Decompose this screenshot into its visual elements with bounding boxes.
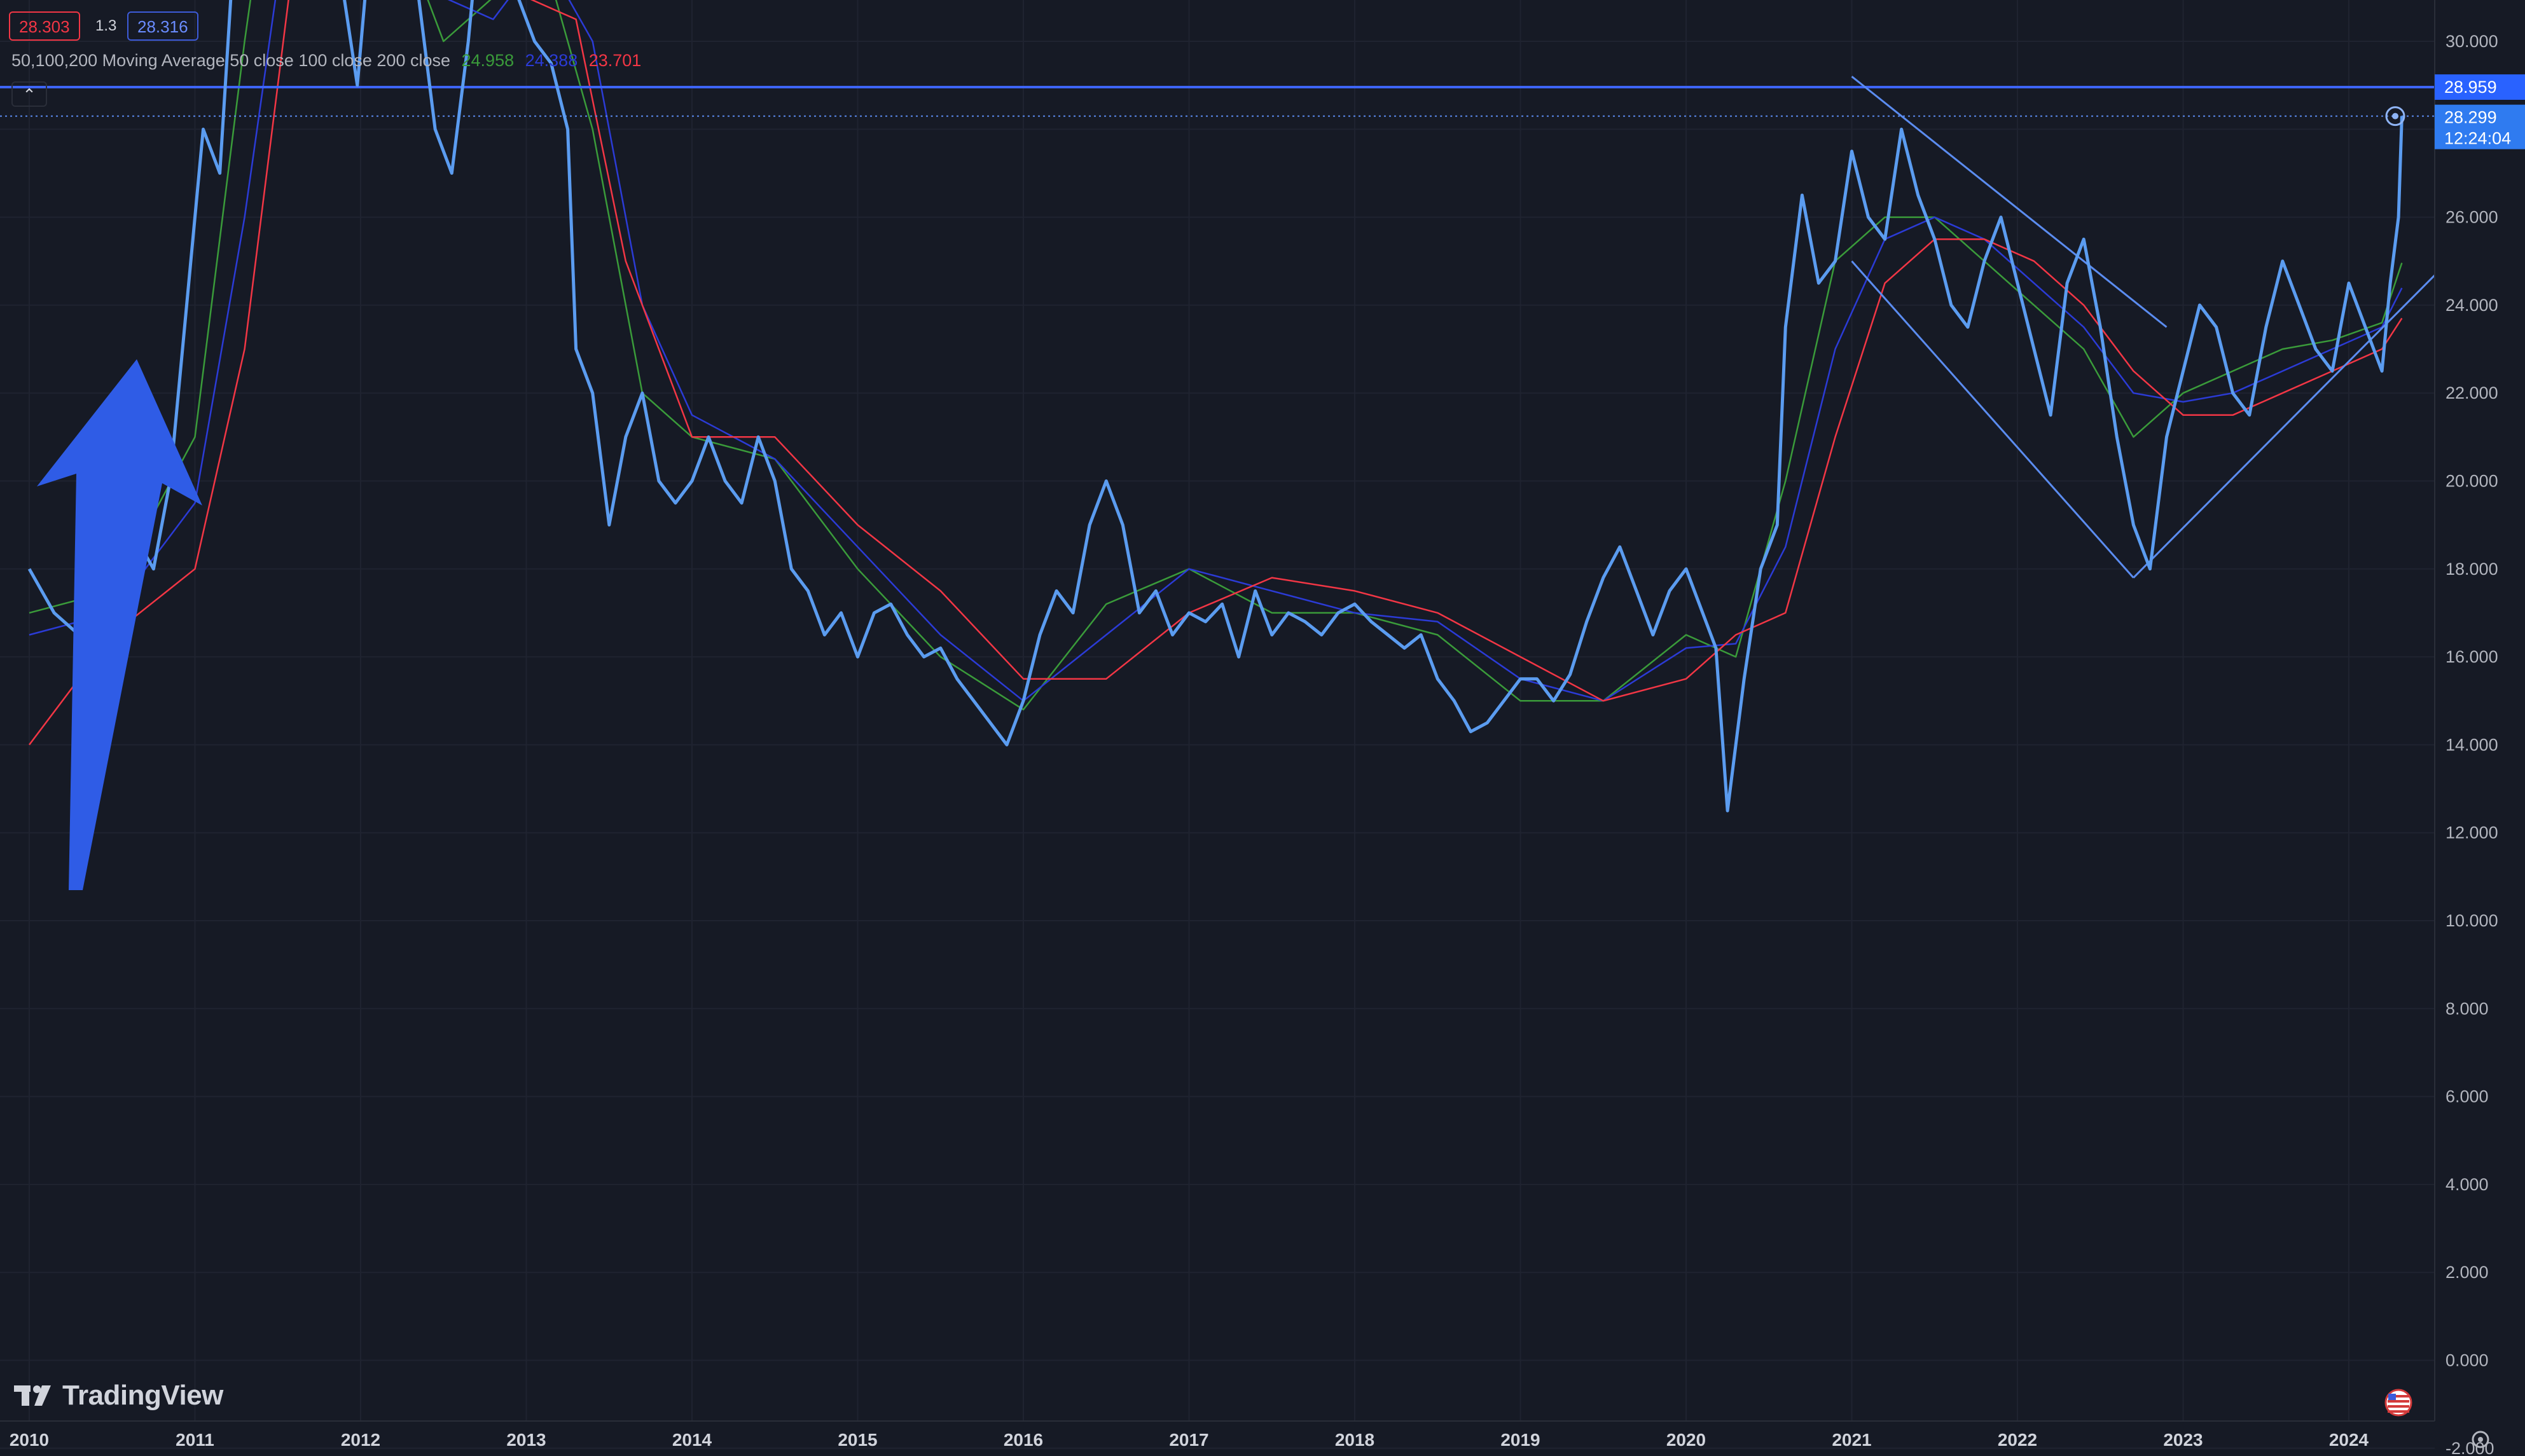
flag-stripe [2388, 1410, 2409, 1413]
x-tick-label: 2019 [1500, 1430, 1540, 1450]
flag-canton [2388, 1394, 2396, 1400]
y-tick-label: 26.000 [2445, 208, 2498, 227]
y-tick-label: -2.000 [2445, 1439, 2494, 1456]
y-tick-label: 0.000 [2445, 1351, 2489, 1370]
y-tick-label: 22.000 [2445, 383, 2498, 402]
price-series [27, 0, 2404, 813]
y-tick-label: 4.000 [2445, 1175, 2489, 1194]
x-tick-label: 2011 [176, 1430, 214, 1450]
x-tick-label: 2015 [838, 1430, 877, 1450]
x-tick-label: 2012 [341, 1430, 380, 1450]
x-tick-label: 2016 [1004, 1430, 1043, 1450]
price-axis[interactable]: 60.00058.00056.00054.00052.00050.00048.0… [2434, 0, 2525, 1456]
flag-stripe [2388, 1395, 2409, 1398]
channel-lower-trendline[interactable] [1851, 260, 2134, 579]
x-tick-label: 2017 [1169, 1430, 1208, 1450]
x-tick-label: 2014 [672, 1430, 712, 1450]
y-tick-label: 24.000 [2445, 296, 2498, 315]
price-axis-panel[interactable] [2435, 0, 2525, 1456]
flag-stripe [2388, 1405, 2409, 1408]
y-tick-label: 30.000 [2445, 32, 2498, 51]
price-line [27, 0, 2404, 813]
spread-value: 1.3 [95, 17, 117, 34]
y-tick-label: 20.000 [2445, 472, 2498, 491]
x-tick-label: 2013 [506, 1430, 546, 1450]
price-tags: 28.959 28.299 12:24:04 [2385, 74, 2525, 149]
moving-average-lines [29, 0, 2403, 746]
ma50-value: 24.958 [461, 51, 515, 70]
ask-price-box[interactable]: 28.316 [127, 11, 198, 41]
ma100-line [29, 0, 2403, 702]
x-tick-label: 2018 [1335, 1430, 1374, 1450]
last-price-marker [2385, 106, 2405, 127]
flag-stripe [2388, 1400, 2409, 1403]
y-tick-label: 12.000 [2445, 823, 2498, 842]
up-arrow-icon[interactable] [37, 359, 202, 890]
x-tick-label: 2010 [10, 1430, 49, 1450]
y-tick-label: 18.000 [2445, 560, 2498, 579]
chevron-up-icon: ⌃ [22, 85, 36, 104]
y-tick-label: 8.000 [2445, 999, 2489, 1018]
last-price-tag-text: 28.299 [2444, 108, 2497, 127]
gear-icon[interactable] [2472, 1431, 2489, 1448]
resistance-tag-text: 28.959 [2444, 78, 2497, 97]
ma100-value: 24.388 [525, 51, 578, 70]
bid-price-box[interactable]: 28.303 [9, 11, 80, 41]
y-tick-label: 14.000 [2445, 735, 2498, 754]
tradingview-logo[interactable]: TradingView [14, 1380, 223, 1411]
tradingview-logo-icon [14, 1385, 51, 1406]
x-tick-label: 2020 [1666, 1430, 1706, 1450]
ma50-line [29, 0, 2403, 711]
x-tick-label: 2024 [2329, 1430, 2369, 1450]
us-flag-icon[interactable] [2384, 1389, 2412, 1417]
gear-hub [2478, 1437, 2483, 1442]
last-price-tag [2435, 104, 2525, 149]
indicator-legend[interactable]: 50,100,200 Moving Average 50 close 100 c… [11, 51, 647, 71]
y-tick-label: 6.000 [2445, 1087, 2489, 1106]
arrow-shape[interactable] [37, 359, 202, 890]
x-tick-label: 2022 [1998, 1430, 2037, 1450]
resistance-tag [2435, 74, 2525, 100]
x-tick-label: 2021 [1832, 1430, 1871, 1450]
ma200-value: 23.701 [588, 51, 642, 70]
channel-upper-trendline[interactable] [1851, 76, 2168, 328]
support-trendline[interactable] [2133, 269, 2441, 579]
indicator-label: 50,100,200 Moving Average 50 close 100 c… [11, 51, 450, 70]
gear-ring [2472, 1431, 2489, 1448]
countdown-text: 12:24:04 [2444, 129, 2511, 148]
time-axis[interactable]: 2010 2011 2012 2013 2014 2015 2016 2017 2018 2019… [0, 1389, 2489, 1450]
last-price-marker-dot [2392, 113, 2398, 120]
chart-grid [0, 0, 2435, 1449]
y-tick-label: 16.000 [2445, 647, 2498, 666]
collapse-legend-button[interactable]: ⌃ [11, 81, 47, 107]
y-tick-label: 2.000 [2445, 1263, 2489, 1282]
x-tick-label: 2023 [2163, 1430, 2203, 1450]
trendline-drawings[interactable] [0, 76, 2441, 579]
ma200-line [29, 0, 2403, 746]
y-tick-label: 10.000 [2445, 911, 2498, 930]
tradingview-logo-text: TradingView [62, 1380, 223, 1411]
